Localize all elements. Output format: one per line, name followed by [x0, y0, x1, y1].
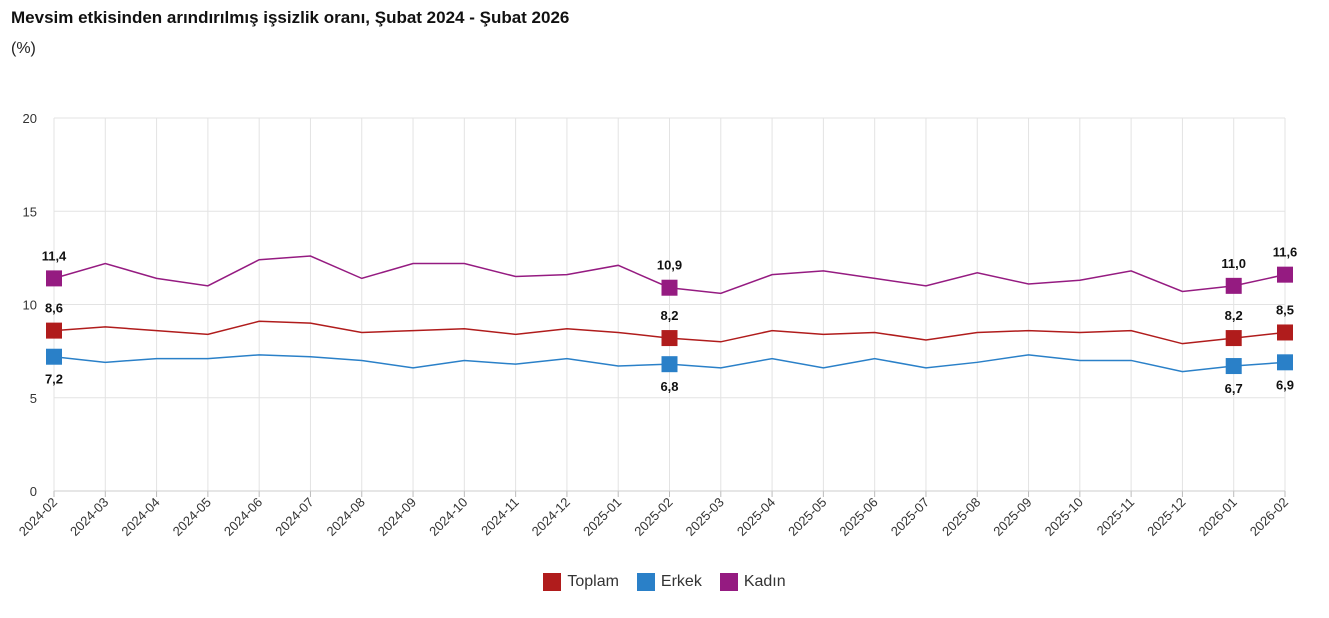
y-tick-label: 0	[30, 484, 37, 499]
data-label: 6,9	[1276, 377, 1294, 392]
x-tick-label: 2025-07	[888, 495, 932, 539]
x-tick-label: 2025-10	[1042, 495, 1086, 539]
data-label: 6,7	[1225, 381, 1243, 396]
x-tick-label: 2025-06	[836, 495, 880, 539]
x-tick-label: 2024-07	[272, 495, 316, 539]
y-tick-label: 5	[30, 391, 37, 406]
x-tick-label: 2024-04	[118, 495, 162, 539]
x-tick-label: 2024-06	[221, 495, 265, 539]
y-tick-label: 20	[23, 111, 37, 126]
data-label: 11,4	[42, 248, 67, 263]
legend-item[interactable]: Erkek	[636, 573, 702, 591]
x-tick-label: 2024-05	[170, 495, 214, 539]
x-tick-label: 2024-11	[478, 495, 522, 539]
y-tick-label: 10	[23, 298, 37, 313]
x-tick-label: 2025-11	[1094, 495, 1138, 539]
legend-item[interactable]: Kadın	[719, 573, 786, 591]
legend-swatch	[719, 573, 738, 591]
legend-swatch	[543, 573, 562, 591]
x-tick-label: 2025-04	[734, 495, 778, 539]
x-tick-label: 2024-10	[426, 495, 470, 539]
data-marker	[661, 330, 678, 347]
x-tick-label: 2025-01	[580, 495, 624, 539]
data-label: 8,2	[1225, 308, 1243, 323]
data-marker	[1225, 358, 1242, 375]
x-tick-label: 2026-01	[1195, 495, 1239, 539]
chart-unit: (%)	[11, 40, 36, 57]
legend-swatch	[636, 573, 655, 591]
x-tick-label: 2024-08	[324, 495, 368, 539]
legend-label: Kadın	[743, 573, 786, 590]
data-label: 8,5	[1276, 302, 1294, 317]
x-tick-label: 2025-12	[1144, 495, 1188, 539]
data-label: 7,2	[45, 372, 63, 387]
legend-label: Toplam	[567, 573, 619, 590]
legend-label: Erkek	[660, 573, 702, 590]
x-tick-label: 2024-12	[529, 495, 573, 539]
x-tick-label: 2025-09	[990, 495, 1034, 539]
data-marker	[661, 356, 678, 373]
data-label: 10,9	[657, 258, 682, 273]
legend-item[interactable]: Toplam	[543, 573, 619, 591]
data-marker	[1277, 324, 1293, 341]
y-tick-label: 15	[23, 204, 37, 219]
x-tick-label: 2026-02	[1247, 495, 1291, 539]
data-marker	[46, 348, 62, 365]
x-tick-label: 2025-05	[785, 495, 829, 539]
data-marker	[1225, 277, 1242, 294]
data-label: 8,2	[660, 308, 678, 323]
x-tick-label: 2025-08	[939, 495, 983, 539]
data-label: 11,6	[1273, 245, 1298, 260]
data-label: 11,0	[1221, 256, 1246, 271]
data-marker	[1277, 354, 1293, 371]
x-tick-label: 2025-03	[683, 495, 727, 539]
x-tick-label: 2024-02	[16, 495, 60, 539]
data-marker	[1277, 266, 1293, 283]
data-marker	[1225, 330, 1242, 347]
data-marker	[46, 270, 62, 287]
data-marker	[661, 279, 678, 296]
data-label: 6,8	[660, 379, 678, 394]
data-label: 8,6	[45, 301, 63, 316]
x-tick-label: 2024-03	[67, 495, 111, 539]
data-marker	[46, 322, 62, 339]
chart-title: Mevsim etkisinden arındırılmış işsizlik …	[11, 8, 570, 27]
x-tick-label: 2025-02	[631, 495, 675, 539]
x-tick-label: 2024-09	[375, 495, 419, 539]
legend: Toplam Erkek Kadın	[0, 573, 1329, 591]
